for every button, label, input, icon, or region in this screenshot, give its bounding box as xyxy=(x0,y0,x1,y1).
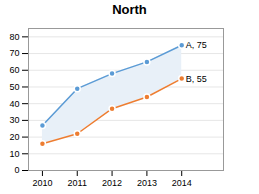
svg-text:2013: 2013 xyxy=(137,178,157,188)
svg-text:A, 75: A, 75 xyxy=(186,40,207,50)
svg-text:30: 30 xyxy=(9,115,19,125)
svg-text:40: 40 xyxy=(9,99,19,109)
svg-text:50: 50 xyxy=(9,82,19,92)
svg-text:70: 70 xyxy=(9,48,19,58)
svg-text:2014: 2014 xyxy=(172,178,192,188)
svg-text:60: 60 xyxy=(9,65,19,75)
svg-text:2012: 2012 xyxy=(102,178,122,188)
svg-text:20: 20 xyxy=(9,132,19,142)
svg-text:10: 10 xyxy=(9,149,19,159)
svg-text:2011: 2011 xyxy=(68,178,87,188)
svg-text:80: 80 xyxy=(9,32,19,42)
svg-text:2010: 2010 xyxy=(32,178,52,188)
html-text:North: North xyxy=(112,2,147,17)
svg-text:B, 55: B, 55 xyxy=(186,73,207,83)
svg-text:0: 0 xyxy=(14,165,19,175)
